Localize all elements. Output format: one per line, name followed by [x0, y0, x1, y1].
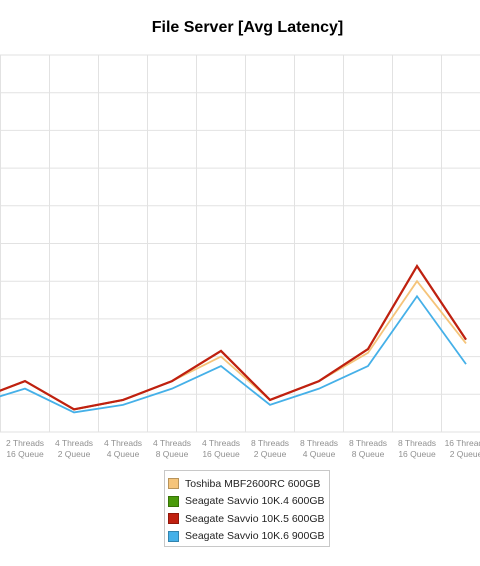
x-tick-label: 4 Threads [202, 438, 240, 448]
x-tick-label: 4 Threads [153, 438, 191, 448]
x-tick-label: 2 Queue [58, 449, 91, 459]
legend-item: Seagate Savvio 10K.4 600GB [168, 493, 329, 511]
x-tick-label: 16 Queue [202, 449, 240, 459]
x-tick-label: 4 Threads [55, 438, 93, 448]
legend-label: Seagate Savvio 10K.5 600GB [185, 512, 325, 525]
x-tick-label: 8 Threads [251, 438, 289, 448]
series-line-3 [0, 264, 467, 411]
chart-title: File Server [Avg Latency] [151, 19, 344, 36]
x-tick-label: 8 Queue [352, 449, 385, 459]
x-tick-label: 2 Threads [6, 438, 44, 448]
series-line-2 [0, 264, 467, 411]
legend-label: Seagate Savvio 10K.4 600GB [185, 495, 325, 508]
legend-swatch [168, 478, 179, 490]
legend-swatch [168, 513, 179, 525]
x-tick-label: 2 Queue [254, 449, 287, 459]
series-lines [0, 264, 467, 414]
legend-label: Toshiba MBF2600RC 600GB [185, 477, 321, 490]
grid [0, 54, 480, 433]
x-tick-label: 8 Threads [349, 438, 387, 448]
x-tick-label: 4 Queue [107, 449, 140, 459]
x-tick-label: 16 Threads [445, 438, 480, 448]
legend-item: Seagate Savvio 10K.5 600GB [168, 510, 329, 528]
legend: Toshiba MBF2600RC 600GB Seagate Savvio 10… [164, 470, 330, 547]
legend-swatch [168, 495, 179, 507]
series-line-4 [0, 294, 467, 414]
x-tick-label: 4 Queue [303, 449, 336, 459]
x-tick-label: 4 Threads [104, 438, 142, 448]
legend-label: Seagate Savvio 10K.6 900GB [185, 530, 325, 543]
legend-item: Seagate Savvio 10K.6 900GB [168, 528, 329, 546]
x-tick-label: 8 Threads [398, 438, 436, 448]
legend-swatch [168, 530, 179, 542]
x-tick-label: 16 Queue [398, 449, 436, 459]
legend-item: Toshiba MBF2600RC 600GB [168, 475, 329, 493]
x-tick-label: 16 Queue [6, 449, 44, 459]
x-tick-label: 8 Threads [300, 438, 338, 448]
x-tick-label: 2 Queue [450, 449, 480, 459]
x-tick-label: 8 Queue [156, 449, 189, 459]
